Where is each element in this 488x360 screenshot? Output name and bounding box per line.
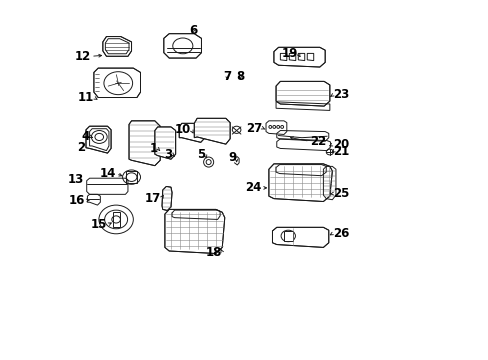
Text: 16: 16 xyxy=(68,194,85,207)
Text: 15: 15 xyxy=(91,218,107,231)
Text: 7: 7 xyxy=(223,69,231,82)
Text: 6: 6 xyxy=(189,24,197,37)
Text: 25: 25 xyxy=(333,187,349,200)
Polygon shape xyxy=(155,127,175,159)
Text: 4: 4 xyxy=(81,130,89,143)
Polygon shape xyxy=(272,227,328,247)
Text: 2: 2 xyxy=(77,140,85,153)
Bar xyxy=(112,212,120,227)
Text: 8: 8 xyxy=(236,69,244,82)
Text: 22: 22 xyxy=(309,135,325,148)
Text: 11: 11 xyxy=(78,91,94,104)
Text: 20: 20 xyxy=(333,138,349,150)
Text: 3: 3 xyxy=(163,148,172,161)
Polygon shape xyxy=(129,121,160,166)
Text: 10: 10 xyxy=(175,123,191,136)
Text: 24: 24 xyxy=(245,181,261,194)
Text: 27: 27 xyxy=(245,122,262,135)
Text: 14: 14 xyxy=(100,167,116,180)
Polygon shape xyxy=(162,186,172,211)
Text: 5: 5 xyxy=(196,148,204,161)
Polygon shape xyxy=(94,68,140,98)
Polygon shape xyxy=(194,118,230,144)
Text: 9: 9 xyxy=(228,151,236,164)
Bar xyxy=(284,231,292,241)
Polygon shape xyxy=(179,123,204,142)
Text: 23: 23 xyxy=(333,88,349,101)
Polygon shape xyxy=(86,126,111,153)
Bar xyxy=(126,171,137,183)
Polygon shape xyxy=(276,81,329,106)
Text: 19: 19 xyxy=(282,47,298,60)
Text: 21: 21 xyxy=(333,145,349,158)
Polygon shape xyxy=(273,47,325,67)
Text: 13: 13 xyxy=(67,173,83,186)
Text: 26: 26 xyxy=(333,226,349,239)
Text: 1: 1 xyxy=(149,142,158,155)
Polygon shape xyxy=(268,164,332,202)
Polygon shape xyxy=(164,210,224,253)
Polygon shape xyxy=(163,34,201,58)
Text: 12: 12 xyxy=(75,50,91,63)
Text: 17: 17 xyxy=(145,192,161,205)
Polygon shape xyxy=(102,37,131,56)
Text: 18: 18 xyxy=(205,246,222,259)
